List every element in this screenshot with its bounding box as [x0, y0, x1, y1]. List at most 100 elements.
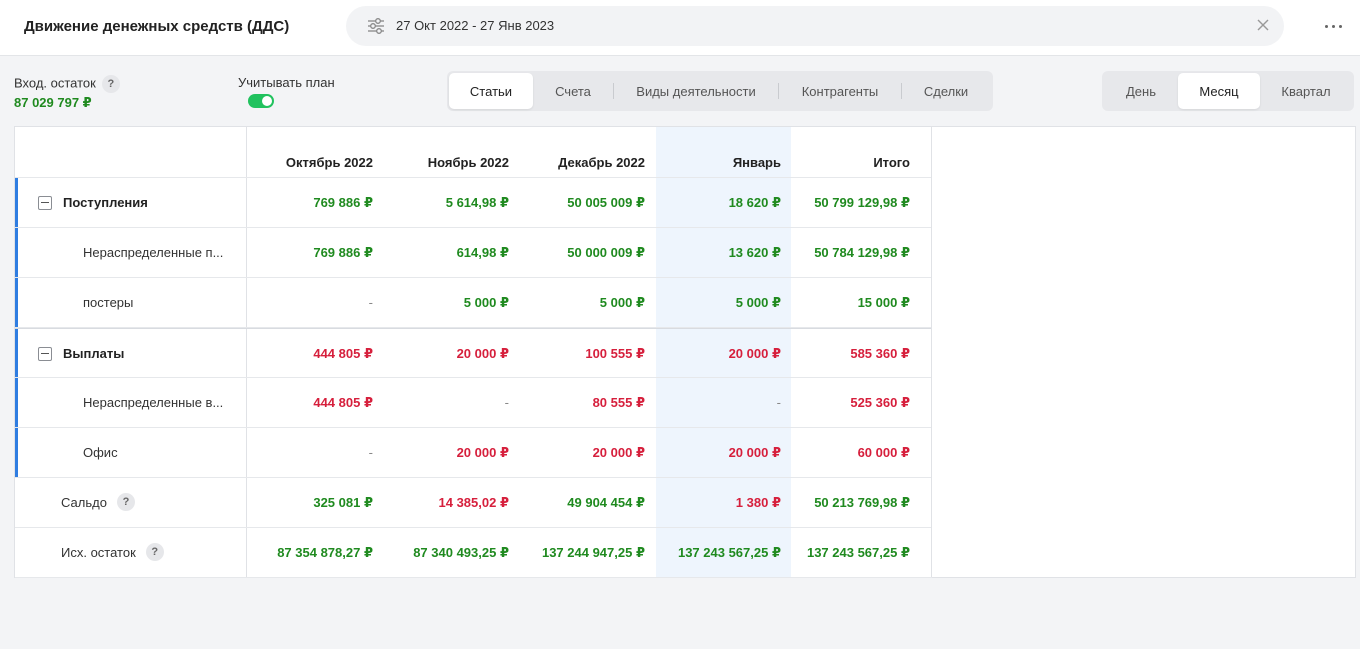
- row-accent: [15, 378, 18, 427]
- column-header: Итого: [873, 155, 910, 170]
- help-icon[interactable]: ?: [116, 493, 135, 512]
- value-cell: 5 000 ₽: [735, 295, 781, 310]
- summary-row: Исх. остаток? 87 354 878,27 ₽ 87 340 493,2…: [15, 528, 932, 578]
- row-accent: [15, 228, 18, 277]
- value-cell: -: [504, 395, 509, 410]
- value-cell: 525 360 ₽: [850, 395, 910, 410]
- row-name[interactable]: Нераспределенные п...: [83, 245, 224, 260]
- sliders-icon[interactable]: [366, 16, 386, 36]
- column-header: Октябрь 2022: [285, 155, 373, 170]
- row-name-cell: Исх. остаток?: [15, 528, 247, 577]
- cashflow-table-card: Октябрь 2022 Ноябрь 2022 Декабрь 2022 Январ…: [14, 126, 1356, 578]
- value-cell: 769 886 ₽: [313, 195, 373, 210]
- column-header: Январь: [732, 155, 781, 170]
- period-quarter[interactable]: Квартал: [1281, 83, 1331, 99]
- value-cell: 769 886 ₽: [313, 245, 373, 260]
- row-accent: [15, 329, 18, 377]
- value-cell: 49 904 454 ₽: [567, 495, 645, 510]
- current-month-highlight: [656, 127, 791, 577]
- row-name-cell: Офис: [15, 428, 247, 477]
- value-cell: 80 555 ₽: [592, 395, 645, 410]
- table-right-border: [931, 127, 932, 577]
- tab-counterparties[interactable]: Контрагенты: [801, 83, 879, 99]
- value-cell: -: [776, 395, 781, 410]
- view-tabs: Статьи Счета Виды деятельности Контраген…: [447, 71, 993, 111]
- cashflow-table: Октябрь 2022 Ноябрь 2022 Декабрь 2022 Январ…: [15, 127, 932, 578]
- table-row: Поступления 769 886 ₽ 5 614,98 ₽ 50 005 009…: [15, 178, 932, 228]
- row-name-cell: Поступления: [15, 178, 247, 227]
- column-header: Ноябрь 2022: [427, 155, 509, 170]
- row-name-cell: Нераспределенные п...: [15, 228, 247, 277]
- row-accent: [15, 278, 18, 327]
- plan-toggle[interactable]: [248, 94, 274, 108]
- value-cell: 18 620 ₽: [728, 195, 781, 210]
- value-cell: 50 000 009 ₽: [567, 245, 645, 260]
- column-header: Декабрь 2022: [558, 155, 645, 170]
- value-cell: 60 000 ₽: [857, 445, 910, 460]
- opening-balance-label: Вход. остаток?: [14, 75, 120, 93]
- row-name[interactable]: Нераспределенные в...: [83, 395, 224, 410]
- value-cell: 444 805 ₽: [313, 346, 373, 361]
- period-month[interactable]: Месяц: [1178, 73, 1260, 109]
- collapse-group-icon[interactable]: [38, 196, 52, 210]
- table-header-row: Октябрь 2022 Ноябрь 2022 Декабрь 2022 Январ…: [15, 127, 932, 178]
- date-range-filter[interactable]: 27 Окт 2022 - 27 Янв 2023: [346, 6, 1284, 46]
- value-cell: 87 354 878,27 ₽: [277, 545, 373, 560]
- value-cell: 100 555 ₽: [585, 346, 645, 361]
- summary-row: Сальдо? 325 081 ₽ 14 385,02 ₽ 49 904 454 ₽ 1…: [15, 478, 932, 528]
- value-cell: 50 784 129,98 ₽: [814, 245, 910, 260]
- value-cell: 14 385,02 ₽: [438, 495, 510, 510]
- row-name: Исх. остаток?: [61, 543, 164, 562]
- help-icon[interactable]: ?: [145, 543, 164, 562]
- value-cell: 20 000 ₽: [728, 445, 781, 460]
- row-name[interactable]: Офис: [83, 445, 118, 460]
- opening-balance-value: 87 029 797 ₽: [14, 95, 92, 110]
- row-accent: [15, 428, 18, 477]
- table-row: Офис - 20 000 ₽ 20 000 ₽ 20 000 ₽ 60 000 ₽: [15, 428, 932, 478]
- app-header: Движение денежных средств (ДДС) 27 Окт 2…: [0, 0, 1360, 56]
- tab-articles[interactable]: Статьи: [449, 73, 533, 109]
- page-title: Движение денежных средств (ДДС): [24, 18, 290, 35]
- table-row: постеры - 5 000 ₽ 5 000 ₽ 5 000 ₽ 15 000 ₽: [15, 278, 932, 328]
- tab-divider: [901, 83, 902, 99]
- more-horizontal-icon[interactable]: [1322, 18, 1346, 38]
- value-cell: 50 799 129,98 ₽: [814, 195, 910, 210]
- value-cell: 20 000 ₽: [456, 445, 509, 460]
- value-cell: 20 000 ₽: [728, 346, 781, 361]
- value-cell: 444 805 ₽: [313, 395, 373, 410]
- row-name[interactable]: постеры: [83, 295, 134, 310]
- tab-divider: [778, 83, 779, 99]
- row-name-cell: Сальдо?: [15, 478, 247, 527]
- row-name[interactable]: Выплаты: [63, 346, 125, 361]
- period-selector: День Месяц Квартал: [1102, 71, 1354, 111]
- value-cell: 20 000 ₽: [456, 346, 509, 361]
- value-cell: 1 380 ₽: [735, 495, 781, 510]
- row-name: Сальдо?: [61, 493, 135, 512]
- value-cell: 137 243 567,25 ₽: [806, 545, 910, 560]
- value-cell: 15 000 ₽: [857, 295, 910, 310]
- row-name-cell: Нераспределенные в...: [15, 378, 247, 427]
- table-row: Выплаты 444 805 ₽ 20 000 ₽ 100 555 ₽ 20 000 …: [15, 328, 932, 378]
- row-name-cell: Выплаты: [15, 329, 247, 377]
- tab-deals[interactable]: Сделки: [923, 83, 969, 99]
- value-cell: 50 213 769,98 ₽: [814, 495, 910, 510]
- row-accent: [15, 178, 18, 227]
- table-row: Нераспределенные п... 769 886 ₽ 614,98 ₽ 50…: [15, 228, 932, 278]
- help-icon[interactable]: ?: [101, 75, 120, 93]
- collapse-group-icon[interactable]: [38, 347, 52, 361]
- value-cell: -: [368, 445, 373, 460]
- row-name[interactable]: Поступления: [63, 195, 148, 210]
- table-row: Нераспределенные в... 444 805 ₽ - 80 555 ₽ -…: [15, 378, 932, 428]
- header-name-cell: [15, 127, 247, 177]
- close-icon[interactable]: [1256, 18, 1270, 32]
- tab-divider: [613, 83, 614, 99]
- value-cell: 50 005 009 ₽: [567, 195, 645, 210]
- value-cell: 13 620 ₽: [728, 245, 781, 260]
- row-name-cell: постеры: [15, 278, 247, 327]
- value-cell: 5 000 ₽: [463, 295, 509, 310]
- value-cell: 20 000 ₽: [592, 445, 645, 460]
- date-range-text[interactable]: 27 Окт 2022 - 27 Янв 2023: [396, 18, 555, 33]
- tab-accounts[interactable]: Счета: [555, 83, 591, 99]
- tab-activities[interactable]: Виды деятельности: [636, 83, 756, 99]
- period-day[interactable]: День: [1126, 83, 1156, 99]
